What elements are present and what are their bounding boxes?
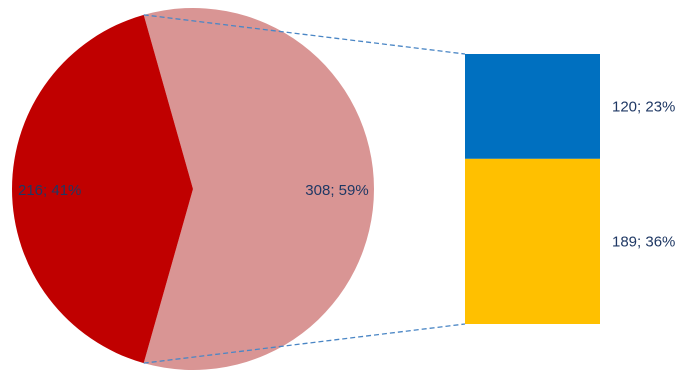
pie-slice xyxy=(143,8,374,370)
pie-slice-label: 216; 41% xyxy=(18,182,81,199)
connector-line-bottom xyxy=(143,323,466,364)
bar-segment-label: 120; 23% xyxy=(612,98,675,115)
bar-segment-label: 189; 36% xyxy=(612,233,675,250)
pie-slice-label: 308; 59% xyxy=(305,182,368,199)
pie-slice xyxy=(11,14,193,364)
bar-segment xyxy=(465,54,600,159)
connector-line-top xyxy=(143,14,466,55)
bar-segment xyxy=(465,158,600,324)
